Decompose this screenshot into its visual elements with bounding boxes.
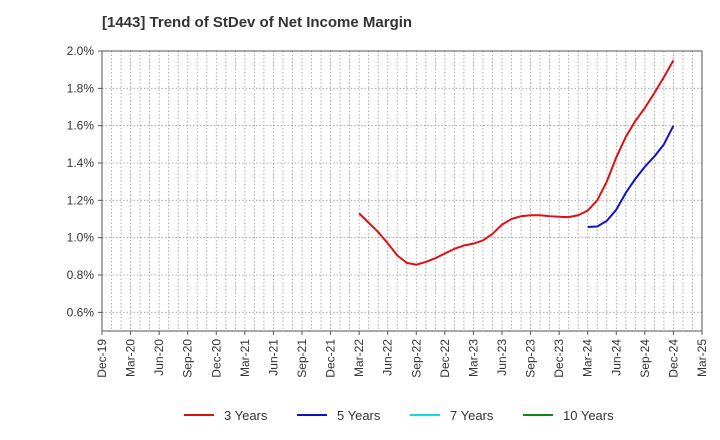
x-tick-label: Jun-22 (381, 339, 395, 376)
y-tick-label: 1.0% (67, 231, 95, 245)
y-tick-label: 0.6% (67, 305, 95, 319)
y-tick-label: 0.8% (67, 268, 95, 282)
x-tick-label: Jun-23 (495, 339, 509, 376)
legend-label: 10 Years (563, 408, 614, 423)
x-tick-label: Mar-21 (238, 339, 252, 377)
x-tick-label: Mar-23 (466, 339, 480, 377)
x-tick-label: Mar-20 (124, 339, 138, 377)
x-tick-label: Dec-21 (324, 339, 338, 378)
legend-label: 5 Years (337, 408, 381, 423)
legend-label: 7 Years (450, 408, 494, 423)
y-tick-label: 2.0% (67, 44, 95, 58)
x-tick-label: Dec-20 (209, 339, 223, 378)
y-tick-label: 1.8% (67, 81, 95, 95)
chart-title: [1443] Trend of StDev of Net Income Marg… (102, 14, 413, 31)
series-lines (358, 59, 675, 266)
x-tick-label: Sep-23 (524, 339, 538, 378)
x-tick-label: Dec-24 (666, 339, 680, 378)
x-tick-label: Jun-20 (152, 339, 166, 376)
x-tick-label: Mar-25 (695, 339, 709, 377)
x-tick-label: Jun-24 (609, 339, 623, 376)
x-tick-label: Sep-21 (295, 339, 309, 378)
x-tick-label: Sep-20 (181, 339, 195, 378)
x-tick-label: Sep-22 (409, 339, 423, 378)
plot-frame (101, 50, 703, 332)
axes: 0.6% 0.8% 1.0% 1.2% 1.4% 1.6% 1.8% 2.0% Dec-19 Ma… (67, 44, 709, 378)
x-tick-label: Dec-22 (438, 339, 452, 378)
x-tick-label: Mar-24 (581, 339, 595, 377)
grid (102, 51, 702, 331)
x-tick-label: Jun-21 (266, 339, 280, 376)
x-tick-label: Sep-24 (638, 339, 652, 378)
series-line-3-years (358, 59, 675, 266)
x-tick-label: Dec-19 (95, 339, 109, 378)
y-tick-label: 1.4% (67, 156, 95, 170)
y-tick-label: 1.2% (67, 193, 95, 207)
legend: 3 Years 5 Years 7 Years 10 Years (184, 408, 614, 423)
x-tick-label: Dec-23 (552, 339, 566, 378)
y-tick-label: 1.6% (67, 119, 95, 133)
legend-label: 3 Years (224, 408, 268, 423)
series-line-5-years (587, 125, 675, 229)
x-tick-label: Mar-22 (352, 339, 366, 377)
